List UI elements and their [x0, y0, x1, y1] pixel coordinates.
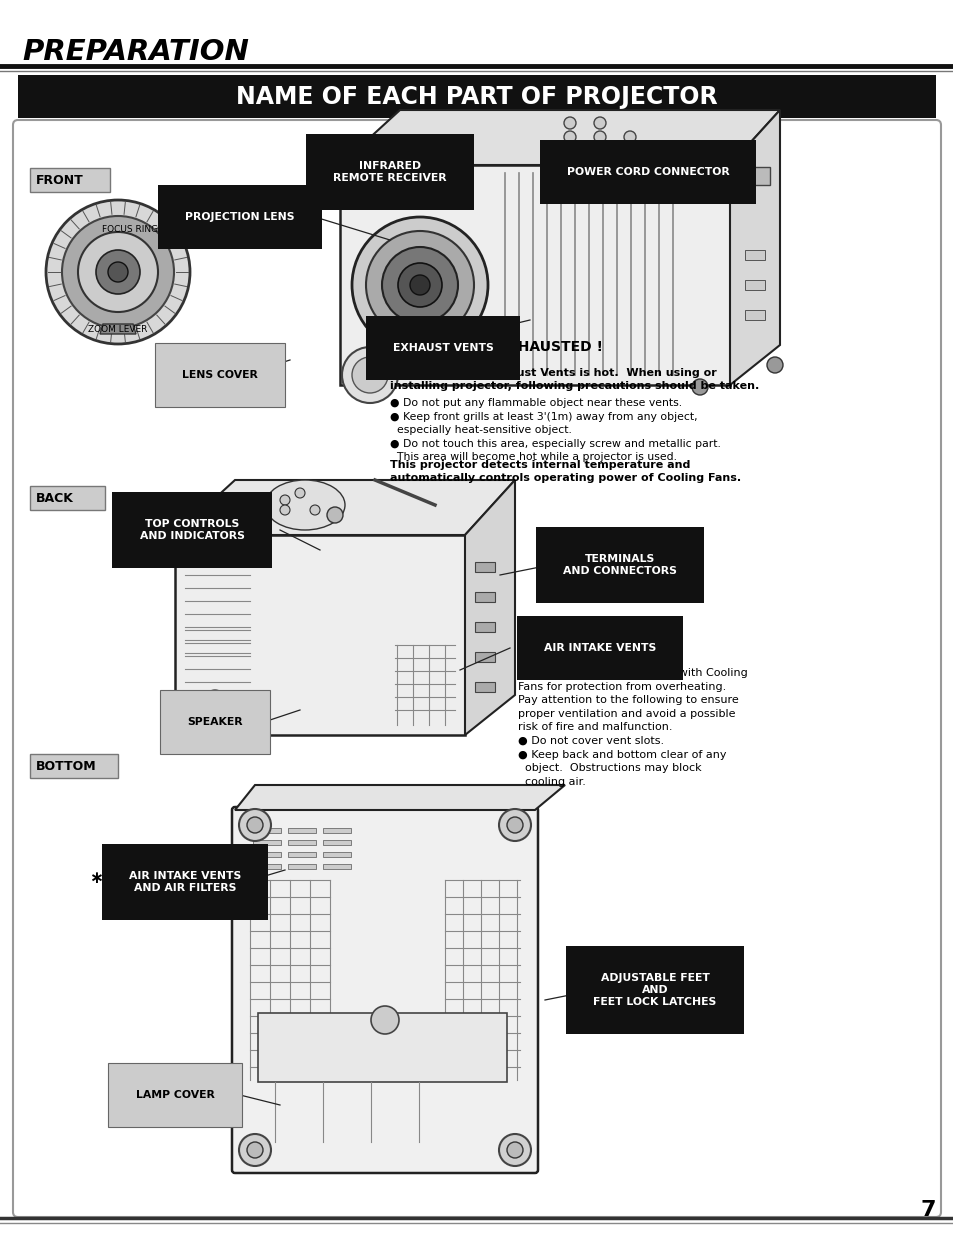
Circle shape — [294, 488, 305, 498]
FancyBboxPatch shape — [475, 592, 495, 601]
FancyBboxPatch shape — [323, 827, 351, 832]
Text: ZOOM LEVER: ZOOM LEVER — [89, 326, 148, 335]
Polygon shape — [174, 535, 464, 735]
Circle shape — [96, 249, 140, 294]
Polygon shape — [339, 110, 780, 165]
Circle shape — [205, 690, 225, 710]
Text: PROJECTION LENS: PROJECTION LENS — [185, 212, 294, 222]
Circle shape — [341, 347, 397, 403]
FancyBboxPatch shape — [18, 75, 935, 119]
Text: TOP CONTROLS
AND INDICATORS: TOP CONTROLS AND INDICATORS — [139, 519, 244, 541]
Text: NAME OF EACH PART OF PROJECTOR: NAME OF EACH PART OF PROJECTOR — [236, 85, 717, 109]
Circle shape — [594, 131, 605, 143]
Text: SPEAKER: SPEAKER — [187, 718, 243, 727]
FancyBboxPatch shape — [744, 249, 764, 261]
Polygon shape — [100, 324, 136, 333]
FancyBboxPatch shape — [30, 168, 110, 191]
FancyBboxPatch shape — [475, 622, 495, 632]
Circle shape — [62, 216, 173, 329]
Circle shape — [280, 505, 290, 515]
Text: 7: 7 — [920, 1200, 935, 1220]
Text: INFRARED
REMOTE RECEIVER: INFRARED REMOTE RECEIVER — [333, 162, 446, 183]
Text: HOT AIR EXHAUSTED !: HOT AIR EXHAUSTED ! — [428, 340, 602, 354]
FancyBboxPatch shape — [740, 167, 769, 185]
FancyBboxPatch shape — [323, 864, 351, 869]
Circle shape — [498, 809, 531, 841]
Circle shape — [361, 379, 377, 395]
Circle shape — [506, 1142, 522, 1158]
FancyBboxPatch shape — [323, 852, 351, 857]
Text: AIR INTAKE VENTS
AND AIR FILTERS: AIR INTAKE VENTS AND AIR FILTERS — [129, 871, 241, 893]
FancyBboxPatch shape — [253, 864, 281, 869]
Ellipse shape — [265, 480, 345, 530]
FancyBboxPatch shape — [288, 864, 315, 869]
Polygon shape — [729, 110, 780, 385]
Circle shape — [310, 505, 319, 515]
FancyBboxPatch shape — [475, 562, 495, 572]
Circle shape — [397, 263, 441, 308]
FancyBboxPatch shape — [288, 840, 315, 845]
Text: BOTTOM: BOTTOM — [36, 760, 96, 773]
Text: PREPARATION: PREPARATION — [22, 38, 249, 65]
Circle shape — [381, 247, 457, 324]
Text: ∗: ∗ — [89, 869, 103, 887]
Text: FRONT: FRONT — [36, 173, 84, 186]
Text: EXHAUST VENTS: EXHAUST VENTS — [393, 343, 493, 353]
Text: Air blown from Exhaust Vents is hot.  When using or
installing projector, follow: Air blown from Exhaust Vents is hot. Whe… — [390, 368, 759, 391]
Text: LENS COVER: LENS COVER — [182, 370, 257, 380]
FancyBboxPatch shape — [744, 310, 764, 320]
Text: !: ! — [398, 347, 401, 357]
FancyBboxPatch shape — [232, 806, 537, 1173]
Polygon shape — [174, 480, 515, 535]
Circle shape — [563, 131, 576, 143]
FancyBboxPatch shape — [253, 827, 281, 832]
Text: FOCUS RING: FOCUS RING — [102, 226, 158, 235]
Polygon shape — [234, 785, 564, 810]
Circle shape — [78, 232, 158, 312]
Circle shape — [327, 508, 343, 522]
Circle shape — [506, 818, 522, 832]
Text: LAMP COVER: LAMP COVER — [135, 1091, 214, 1100]
FancyBboxPatch shape — [475, 652, 495, 662]
Text: This projector detects internal temperature and
automatically controls operating: This projector detects internal temperat… — [390, 459, 740, 483]
FancyBboxPatch shape — [744, 280, 764, 290]
FancyBboxPatch shape — [30, 755, 118, 778]
FancyBboxPatch shape — [475, 682, 495, 692]
Circle shape — [239, 809, 271, 841]
Circle shape — [280, 495, 290, 505]
Circle shape — [691, 379, 707, 395]
Text: ADJUSTABLE FEET
AND
FEET LOCK LATCHES: ADJUSTABLE FEET AND FEET LOCK LATCHES — [593, 973, 716, 1007]
Circle shape — [352, 357, 388, 393]
Text: ● Do not put any flammable object near these vents.
● Keep front grills at least: ● Do not put any flammable object near t… — [390, 398, 720, 462]
Text: POWER CORD CONNECTOR: POWER CORD CONNECTOR — [566, 167, 729, 177]
Circle shape — [239, 1134, 271, 1166]
Text: BACK: BACK — [36, 492, 73, 505]
FancyBboxPatch shape — [257, 1013, 506, 1082]
Circle shape — [108, 262, 128, 282]
Polygon shape — [464, 480, 515, 735]
FancyBboxPatch shape — [13, 120, 940, 1216]
Text: TERMINALS
AND CONNECTORS: TERMINALS AND CONNECTORS — [562, 555, 677, 576]
FancyBboxPatch shape — [323, 840, 351, 845]
FancyBboxPatch shape — [288, 827, 315, 832]
Circle shape — [46, 200, 190, 345]
FancyBboxPatch shape — [30, 487, 105, 510]
Circle shape — [498, 1134, 531, 1166]
Circle shape — [352, 217, 488, 353]
Text: ∗ This projector is equipped with Cooling
Fans for protection from overheating.
: ∗ This projector is equipped with Coolin… — [517, 668, 747, 787]
Text: AIR INTAKE VENTS: AIR INTAKE VENTS — [543, 643, 656, 653]
Circle shape — [366, 231, 474, 338]
FancyBboxPatch shape — [253, 852, 281, 857]
Circle shape — [371, 1007, 398, 1034]
Circle shape — [247, 1142, 263, 1158]
FancyBboxPatch shape — [288, 852, 315, 857]
Circle shape — [247, 818, 263, 832]
Circle shape — [594, 117, 605, 128]
FancyBboxPatch shape — [339, 165, 729, 385]
Circle shape — [766, 357, 782, 373]
Circle shape — [410, 275, 430, 295]
Circle shape — [563, 117, 576, 128]
Circle shape — [623, 131, 636, 143]
FancyBboxPatch shape — [253, 840, 281, 845]
